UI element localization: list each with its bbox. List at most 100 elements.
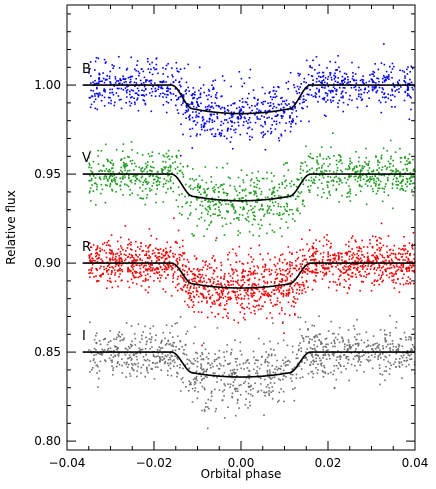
point-b: [233, 111, 235, 114]
point-v: [120, 158, 123, 160]
point-r: [330, 265, 333, 268]
point-r: [403, 249, 406, 252]
point-i: [223, 356, 226, 358]
point-i: [385, 356, 388, 359]
point-b: [205, 94, 208, 97]
point-r: [95, 252, 97, 255]
point-r: [176, 289, 179, 292]
point-v: [378, 183, 381, 186]
point-b: [237, 117, 240, 120]
point-b: [323, 96, 326, 99]
point-i: [118, 352, 121, 355]
point-b: [273, 120, 275, 123]
point-r: [110, 252, 113, 255]
point-r: [408, 267, 411, 270]
point-i: [341, 337, 344, 340]
point-r: [154, 247, 157, 250]
point-i: [208, 407, 210, 410]
point-v: [196, 225, 199, 227]
point-v: [400, 175, 402, 177]
point-r: [96, 246, 99, 249]
point-b: [135, 92, 138, 94]
point-v: [320, 167, 323, 169]
point-r: [96, 269, 98, 272]
point-r: [349, 284, 351, 286]
point-r: [271, 317, 273, 319]
point-v: [189, 187, 192, 190]
point-b: [103, 81, 106, 84]
point-r: [125, 254, 127, 257]
point-b: [283, 111, 286, 113]
point-r: [390, 266, 393, 269]
point-b: [235, 128, 237, 131]
point-r: [280, 287, 282, 289]
point-b: [321, 86, 324, 89]
point-r: [408, 270, 410, 272]
point-r: [355, 276, 358, 278]
point-b: [109, 92, 111, 94]
point-i: [99, 360, 102, 363]
point-b: [185, 106, 188, 109]
point-b: [187, 108, 190, 111]
point-r: [376, 244, 378, 246]
point-r: [92, 244, 95, 246]
point-r: [338, 257, 340, 260]
point-b: [142, 99, 144, 101]
point-r: [307, 286, 309, 289]
point-v: [176, 156, 178, 159]
point-r: [89, 260, 91, 262]
point-r: [237, 294, 240, 296]
point-v: [408, 153, 411, 155]
point-b: [295, 90, 298, 93]
point-r: [168, 263, 171, 265]
point-v: [120, 169, 122, 172]
point-v: [148, 187, 151, 190]
point-v: [285, 179, 287, 182]
point-b: [387, 97, 390, 100]
point-b: [130, 75, 132, 78]
point-r: [127, 280, 129, 283]
point-v: [110, 174, 112, 177]
point-b: [413, 85, 416, 88]
point-b: [282, 106, 285, 109]
point-b: [142, 70, 145, 73]
point-r: [313, 260, 316, 262]
point-r: [378, 283, 381, 286]
point-v: [371, 170, 373, 173]
point-i: [407, 354, 410, 356]
point-b: [195, 116, 197, 118]
point-r: [306, 273, 309, 275]
point-r: [135, 254, 138, 257]
point-i: [321, 342, 323, 345]
point-v: [131, 159, 134, 162]
point-i: [311, 352, 313, 354]
point-r: [288, 270, 291, 272]
point-r: [227, 298, 230, 301]
point-v: [103, 176, 106, 178]
point-b: [136, 99, 138, 101]
point-b: [192, 87, 195, 89]
point-r: [392, 275, 395, 277]
point-i: [361, 349, 364, 352]
point-i: [324, 338, 327, 340]
point-i: [302, 337, 304, 339]
point-v: [110, 162, 112, 164]
point-r: [332, 257, 335, 260]
point-b: [410, 96, 412, 99]
point-r: [293, 267, 296, 270]
point-r: [264, 301, 266, 303]
point-b: [278, 139, 281, 142]
point-r: [346, 253, 348, 256]
point-b: [211, 102, 213, 104]
point-i: [365, 358, 368, 361]
point-v: [163, 166, 165, 168]
point-r: [228, 291, 230, 293]
point-r: [345, 243, 347, 246]
point-r: [222, 290, 224, 293]
point-v: [245, 201, 248, 204]
point-r: [393, 266, 396, 268]
point-r: [397, 258, 399, 261]
point-v: [239, 232, 241, 234]
point-b: [306, 87, 309, 89]
point-v: [203, 188, 205, 190]
